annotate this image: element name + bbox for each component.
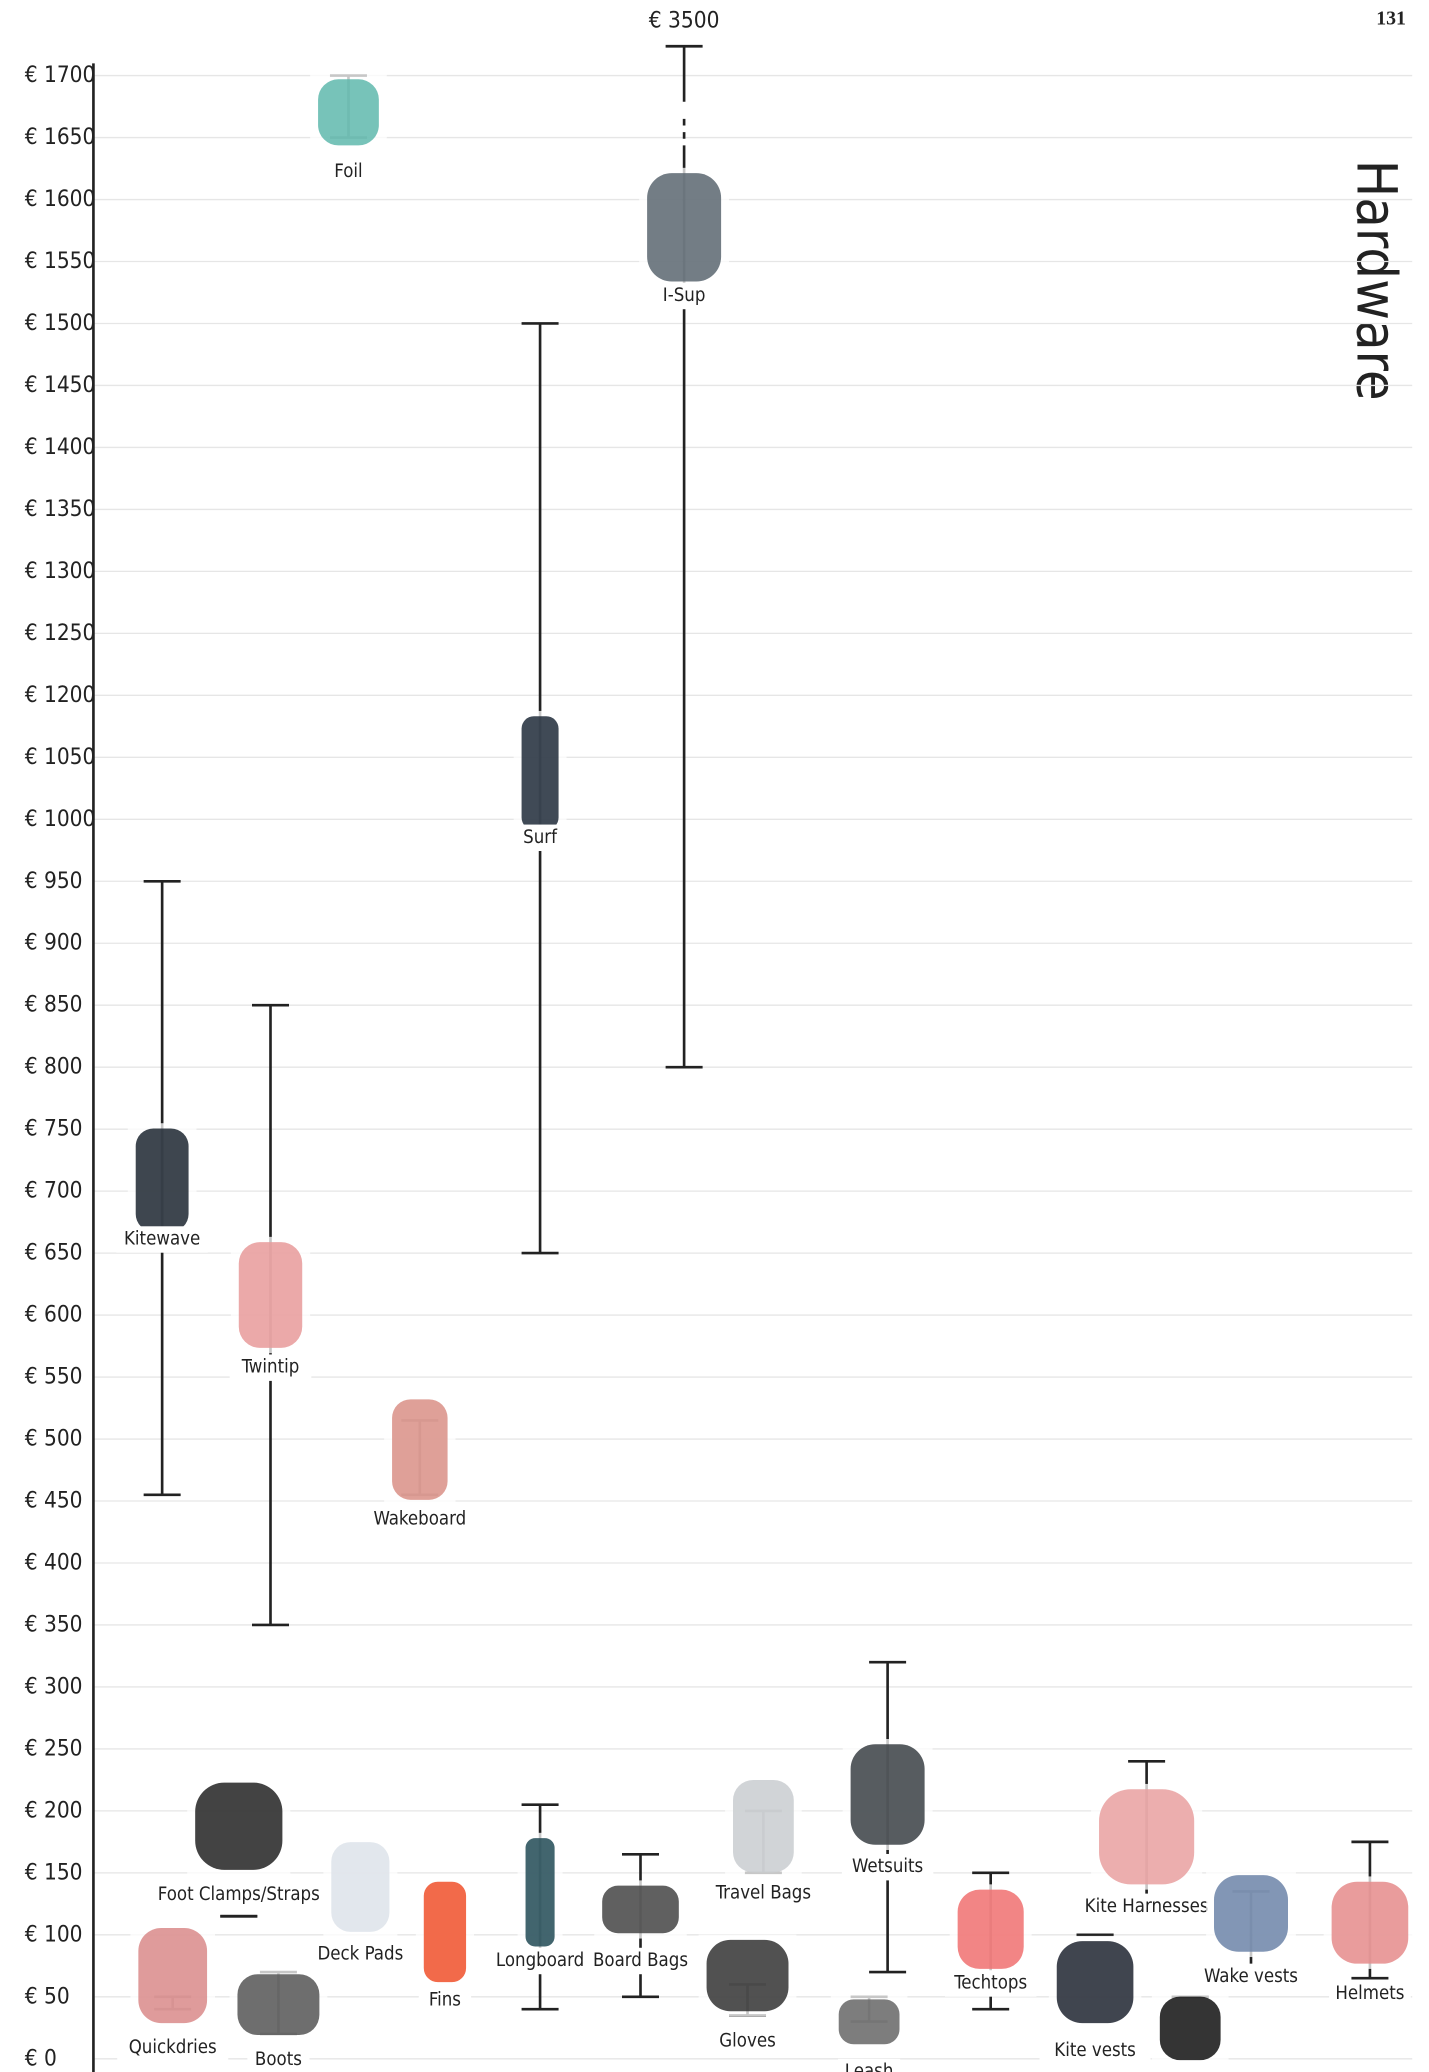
product-image (602, 1886, 679, 1934)
item-label: Wetsuits (852, 1856, 923, 1877)
y-tick-label: € 1350 (25, 496, 96, 522)
y-tick-label: € 750 (25, 1116, 83, 1142)
item-label: Deck Pads (317, 1943, 403, 1964)
y-tick-label: € 1700 (25, 62, 96, 88)
y-tick-label: € 1450 (25, 372, 96, 398)
y-tick-label: € 1050 (25, 744, 96, 770)
y-tick-label: € 1400 (25, 434, 96, 460)
y-tick-label: € 900 (25, 930, 83, 956)
item-label: Foil (334, 161, 362, 182)
y-tick-label: € 800 (25, 1054, 83, 1080)
item-label: Travel Bags (715, 1883, 811, 1904)
y-tick-label: € 1500 (25, 310, 96, 336)
y-tick-label: € 650 (25, 1240, 83, 1266)
product-image (839, 1999, 900, 2044)
high-label: € 3500 (649, 8, 720, 34)
item-label: Boots (255, 2049, 302, 2070)
product-image (733, 1780, 794, 1873)
item-label: Twintip (241, 1357, 300, 1378)
item-label: Fins (429, 1990, 461, 2011)
item-label: Helmets (1335, 1983, 1404, 2004)
y-tick-label: € 250 (25, 1735, 83, 1761)
item-label: Board Bags (593, 1950, 688, 1971)
product-image (522, 716, 559, 830)
y-tick-label: € 450 (25, 1488, 83, 1514)
product-image (1099, 1789, 1194, 1884)
item-label: Kitewave (124, 1229, 200, 1250)
item-label: Wake vests (1204, 1966, 1298, 1987)
product-image (1214, 1875, 1288, 1952)
y-tick-label: € 1250 (25, 620, 96, 646)
product-image (138, 1928, 207, 2023)
y-tick-label: € 1300 (25, 558, 96, 584)
y-tick-label: € 1600 (25, 186, 96, 212)
y-tick-label: € 1000 (25, 806, 96, 832)
item-label: Surf (523, 827, 558, 848)
product-image (424, 1882, 466, 1982)
item-label: Quickdries (129, 2037, 217, 2058)
y-tick-label: € 600 (25, 1302, 83, 1328)
product-image (958, 1890, 1024, 1969)
y-tick-label: € 300 (25, 1673, 83, 1699)
y-tick-label: € 200 (25, 1797, 83, 1823)
product-image (392, 1399, 448, 1499)
item-label: Wakeboard (373, 1509, 466, 1530)
y-tick-label: € 1650 (25, 124, 96, 150)
y-tick-label: € 550 (25, 1364, 83, 1390)
item-label: Leash (845, 2061, 894, 2072)
y-tick-label: € 100 (25, 1921, 83, 1947)
product-image (851, 1744, 925, 1844)
y-tick-label: € 1550 (25, 248, 96, 274)
y-tick-label: € 0 (25, 2045, 57, 2071)
product-image (1057, 1941, 1134, 2023)
y-tick-label: € 50 (25, 1983, 70, 2009)
chart-title: Hardware (1343, 160, 1408, 401)
page-number: 131 (1376, 7, 1406, 29)
y-tick-label: € 950 (25, 868, 83, 894)
product-image (237, 1974, 319, 2035)
item-label: Kite Harnesses (1085, 1896, 1209, 1917)
product-image (136, 1129, 189, 1232)
item-label: Gloves (719, 2031, 775, 2052)
product-image (707, 1940, 789, 2011)
item-label: Longboard (496, 1950, 584, 1971)
chart: 131 Hardware € 0 € 50 € 100 € 150 € 200 € 250… (0, 0, 1429, 2072)
y-tick-label: € 1200 (25, 682, 96, 708)
product-image (195, 1783, 282, 1870)
product-image (331, 1842, 389, 1932)
y-tick-label: € 500 (25, 1426, 83, 1452)
item-label: Kite vests (1054, 2040, 1136, 2061)
y-tick-label: € 150 (25, 1859, 83, 1885)
product-image (1332, 1882, 1409, 1964)
y-tick-label: € 850 (25, 992, 83, 1018)
item-label: I-Sup (663, 285, 706, 306)
page: {"page_number": "131", "chart_data": { "… (0, 0, 1429, 2072)
product-image (647, 173, 721, 281)
product-image (239, 1242, 302, 1348)
item-label: Foot Clamps/Straps (158, 1884, 320, 1905)
item-label: Techtops (953, 1972, 1027, 1993)
product-image (526, 1838, 555, 1946)
y-tick-label: € 700 (25, 1178, 83, 1204)
product-image (318, 79, 379, 145)
product-image (1160, 1997, 1221, 2060)
y-tick-label: € 350 (25, 1611, 83, 1637)
y-tick-label: € 400 (25, 1549, 83, 1575)
